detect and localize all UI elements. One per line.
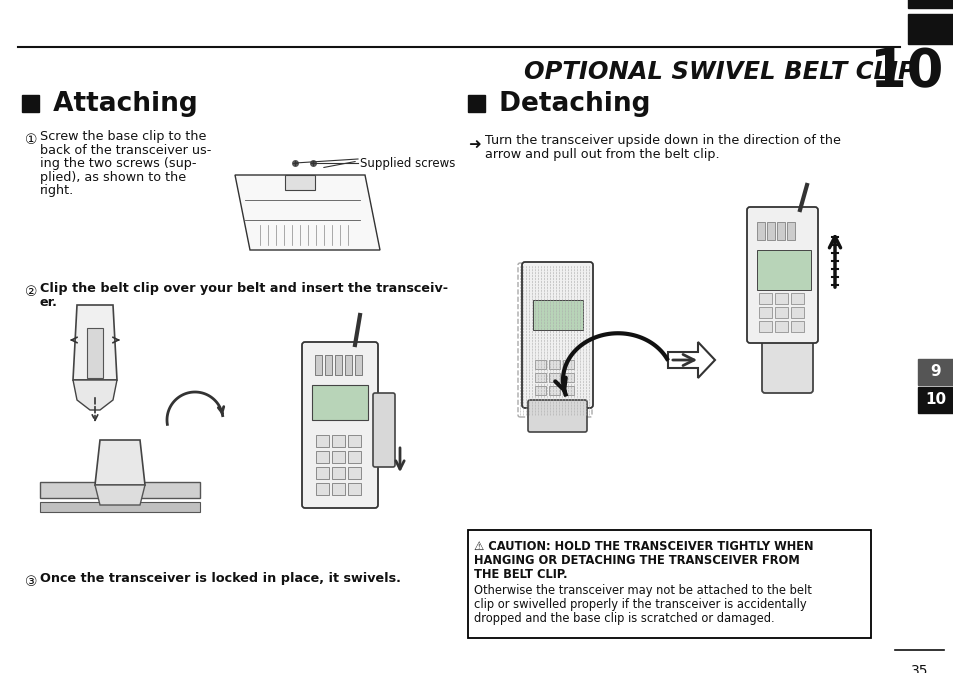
Text: THE BELT CLIP.: THE BELT CLIP.: [474, 568, 567, 581]
Bar: [917, 359, 953, 385]
Bar: [562, 373, 574, 382]
Bar: [314, 355, 322, 375]
Bar: [535, 360, 545, 369]
Text: er.: er.: [40, 296, 58, 309]
Bar: [774, 307, 787, 318]
Text: Turn the transceiver upside down in the direction of the: Turn the transceiver upside down in the …: [484, 134, 840, 147]
FancyBboxPatch shape: [761, 317, 812, 393]
FancyBboxPatch shape: [746, 207, 817, 343]
Bar: [535, 373, 545, 382]
Bar: [348, 483, 360, 495]
Bar: [535, 386, 545, 395]
Bar: [468, 95, 484, 112]
Bar: [917, 387, 953, 413]
Text: ①: ①: [25, 133, 37, 147]
Bar: [562, 360, 574, 369]
Text: ⚠ CAUTION: HOLD THE TRANSCEIVER TIGHTLY WHEN: ⚠ CAUTION: HOLD THE TRANSCEIVER TIGHTLY …: [474, 540, 813, 553]
FancyBboxPatch shape: [373, 393, 395, 467]
Bar: [548, 373, 559, 382]
Bar: [332, 451, 345, 463]
Bar: [757, 250, 810, 290]
Text: dropped and the base clip is scratched or damaged.: dropped and the base clip is scratched o…: [474, 612, 774, 625]
FancyBboxPatch shape: [527, 400, 586, 432]
Bar: [907, 0, 953, 8]
FancyBboxPatch shape: [302, 342, 377, 508]
Bar: [907, 14, 953, 44]
Bar: [786, 222, 794, 240]
Bar: [533, 300, 582, 330]
Polygon shape: [73, 380, 117, 410]
Bar: [757, 222, 764, 240]
Polygon shape: [73, 305, 117, 380]
Polygon shape: [95, 485, 145, 505]
Bar: [315, 451, 329, 463]
Text: HANGING OR DETACHING THE TRANSCEIVER FROM: HANGING OR DETACHING THE TRANSCEIVER FRO…: [474, 554, 799, 567]
Bar: [335, 355, 341, 375]
Bar: [759, 293, 771, 304]
FancyBboxPatch shape: [521, 262, 593, 408]
Bar: [759, 321, 771, 332]
Bar: [468, 530, 870, 638]
Text: 10: 10: [924, 392, 945, 407]
Polygon shape: [234, 175, 379, 250]
Text: ➜: ➜: [468, 137, 480, 152]
Text: 9: 9: [930, 365, 941, 380]
Bar: [348, 435, 360, 447]
Bar: [548, 386, 559, 395]
Bar: [774, 321, 787, 332]
Bar: [774, 293, 787, 304]
Text: ③: ③: [25, 575, 37, 589]
Text: Clip the belt clip over your belt and insert the transceiv-: Clip the belt clip over your belt and in…: [40, 282, 448, 295]
Bar: [776, 222, 784, 240]
Bar: [315, 467, 329, 479]
Text: Supplied screws: Supplied screws: [359, 157, 455, 170]
Bar: [315, 435, 329, 447]
Text: 35: 35: [910, 664, 928, 673]
Text: 10: 10: [869, 46, 943, 98]
Bar: [790, 307, 803, 318]
Bar: [285, 175, 314, 190]
Bar: [332, 435, 345, 447]
Bar: [355, 355, 361, 375]
Bar: [312, 385, 368, 420]
Bar: [790, 293, 803, 304]
Text: Otherwise the transceiver may not be attached to the belt: Otherwise the transceiver may not be att…: [474, 584, 811, 597]
Text: OPTIONAL SWIVEL BELT CLIP: OPTIONAL SWIVEL BELT CLIP: [523, 60, 915, 84]
Bar: [348, 451, 360, 463]
Polygon shape: [95, 440, 145, 485]
Text: right.: right.: [40, 184, 74, 197]
Bar: [759, 307, 771, 318]
Text: Once the transceiver is locked in place, it swivels.: Once the transceiver is locked in place,…: [40, 572, 400, 585]
Bar: [562, 386, 574, 395]
Text: Detaching: Detaching: [490, 91, 650, 117]
Bar: [332, 483, 345, 495]
Bar: [40, 502, 200, 512]
Text: ②: ②: [25, 285, 37, 299]
Bar: [332, 467, 345, 479]
Text: clip or swivelled properly if the transceiver is accidentally: clip or swivelled properly if the transc…: [474, 598, 806, 611]
Text: arrow and pull out from the belt clip.: arrow and pull out from the belt clip.: [484, 148, 719, 161]
Bar: [22, 95, 39, 112]
Text: Screw the base clip to the: Screw the base clip to the: [40, 130, 206, 143]
Bar: [790, 321, 803, 332]
Bar: [766, 222, 774, 240]
Bar: [40, 482, 200, 498]
Bar: [325, 355, 332, 375]
Text: ing the two screws (sup-: ing the two screws (sup-: [40, 157, 196, 170]
Bar: [87, 328, 103, 378]
Text: Attaching: Attaching: [44, 91, 197, 117]
Text: plied), as shown to the: plied), as shown to the: [40, 170, 186, 184]
Polygon shape: [667, 342, 714, 378]
Bar: [548, 360, 559, 369]
Bar: [315, 483, 329, 495]
Bar: [345, 355, 352, 375]
Bar: [348, 467, 360, 479]
Text: back of the transceiver us-: back of the transceiver us-: [40, 143, 212, 157]
